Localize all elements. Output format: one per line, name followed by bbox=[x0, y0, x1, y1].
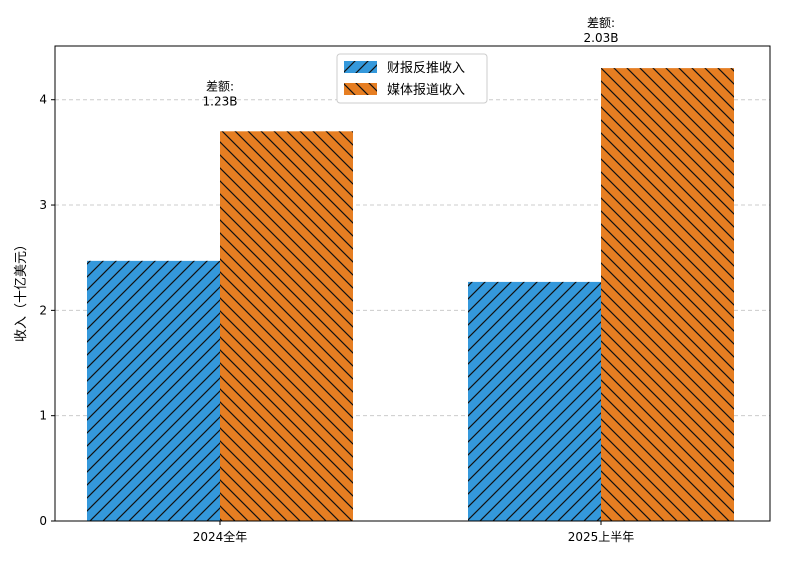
y-axis-label: 收入（十亿美元） bbox=[14, 238, 29, 342]
y-tick-label: 4 bbox=[39, 93, 47, 107]
bar-hatch bbox=[220, 131, 353, 521]
bar-hatch bbox=[601, 68, 734, 521]
x-axis: 2024全年 2025上半年 bbox=[193, 521, 635, 544]
y-tick-label: 1 bbox=[39, 409, 47, 423]
bar-hatch bbox=[87, 260, 220, 521]
diff-annotation-value: 1.23B bbox=[203, 94, 238, 108]
legend: 财报反推收入 媒体报道收入 bbox=[336, 53, 488, 104]
diff-annotation-label: 差额: bbox=[206, 79, 234, 93]
legend-label-financial: 财报反推收入 bbox=[387, 61, 465, 76]
diff-annotation-value: 2.03B bbox=[584, 31, 619, 45]
y-tick-label: 0 bbox=[39, 514, 47, 528]
x-tick-label: 2025上半年 bbox=[568, 530, 635, 544]
bar-hatch bbox=[468, 281, 601, 521]
diff-annotation-label: 差额: bbox=[587, 16, 615, 30]
bars bbox=[87, 68, 734, 521]
plot-frame bbox=[54, 45, 771, 522]
legend-label-media: 媒体报道收入 bbox=[387, 83, 465, 98]
y-tick-label: 2 bbox=[39, 303, 47, 317]
x-tick-label: 2024全年 bbox=[193, 529, 248, 544]
y-axis: 0 1 2 3 4 bbox=[39, 93, 55, 528]
y-tick-label: 3 bbox=[39, 198, 47, 212]
